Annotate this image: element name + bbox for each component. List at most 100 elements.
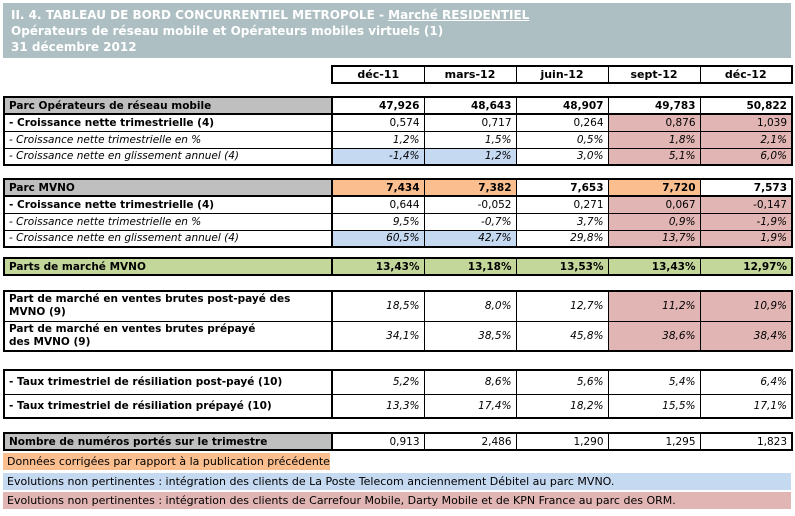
value-cell: 13,3%: [331, 393, 425, 419]
value-cell: 38,6%: [607, 320, 701, 352]
value-cell: 8,6%: [423, 369, 517, 395]
value-cell: 0,876: [607, 113, 701, 132]
value-cell: 5,6%: [515, 369, 609, 395]
report-title-prefix: II. 4. TABLEAU DE BORD CONCURRENTIEL MET…: [11, 8, 389, 22]
numeros-portes-table: Nombre de numéros portés sur le trimestr…: [3, 432, 793, 451]
row-mvno-croissance-trim-pct: - Croissance nette trimestrielle en % 9,…: [3, 212, 793, 231]
row-orm-croissance-trim-pct: - Croissance nette trimestrielle en % 1,…: [3, 130, 793, 149]
value-cell: 17,1%: [699, 393, 793, 419]
value-cell: 13,18%: [423, 257, 517, 276]
ventes-brutes-table: Part de marché en ventes brutes post-pay…: [3, 290, 793, 352]
value-cell: 5,4%: [607, 369, 701, 395]
value-cell: 13,43%: [331, 257, 425, 276]
row-label-ventes-prepaye: Part de marché en ventes brutes prépayé …: [3, 320, 333, 352]
column-header-dec-11: déc-11: [331, 65, 425, 84]
row-label-orm-croissance-trim: - Croissance nette trimestrielle (4): [3, 113, 333, 132]
value-cell: 2,486: [423, 432, 517, 451]
value-cell: 13,7%: [607, 229, 701, 248]
value-cell: 5,1%: [607, 147, 701, 166]
value-cell: 1,8%: [607, 130, 701, 149]
column-header-dec-12: déc-12: [699, 65, 793, 84]
value-cell: 42,7%: [423, 229, 517, 248]
report-title-banner: II. 4. TABLEAU DE BORD CONCURRENTIEL MET…: [3, 3, 791, 58]
value-cell: -0,147: [699, 195, 793, 214]
column-header-sept-12: sept-12: [607, 65, 701, 84]
report-subtitle: Opérateurs de réseau mobile et Opérateur…: [11, 24, 444, 38]
value-cell: 10,9%: [699, 290, 793, 322]
value-cell: 1,039: [699, 113, 793, 132]
row-label-parts-marche: Parts de marché MVNO: [3, 257, 333, 276]
value-cell: 1,5%: [423, 130, 517, 149]
value-cell: -0,052: [423, 195, 517, 214]
mvno-section-table: Parc MVNO 7,434 7,382 7,653 7,720 7,573 …: [3, 178, 793, 248]
value-cell: 7,653: [515, 178, 609, 197]
value-cell: 0,913: [331, 432, 425, 451]
row-orm-parc: Parc Opérateurs de réseau mobile 47,926 …: [3, 96, 793, 115]
value-cell: 38,5%: [423, 320, 517, 352]
value-cell: 48,907: [515, 96, 609, 115]
value-cell: 1,9%: [699, 229, 793, 248]
row-label-orm-parc: Parc Opérateurs de réseau mobile: [3, 96, 333, 115]
row-label-resiliation-postpaye: - Taux trimestriel de résiliation post-p…: [3, 369, 333, 395]
row-orm-croissance-annuelle: - Croissance nette en glissement annuel …: [3, 147, 793, 166]
value-cell: 49,783: [607, 96, 701, 115]
row-numeros-portes: Nombre de numéros portés sur le trimestr…: [3, 432, 793, 451]
row-label-mvno-parc: Parc MVNO: [3, 178, 333, 197]
value-cell: 0,264: [515, 113, 609, 132]
row-label-numeros-portes: Nombre de numéros portés sur le trimestr…: [3, 432, 333, 451]
value-cell: 7,573: [699, 178, 793, 197]
value-cell: 1,823: [699, 432, 793, 451]
value-cell: 12,7%: [515, 290, 609, 322]
value-cell: 1,295: [607, 432, 701, 451]
value-cell: -0,7%: [423, 212, 517, 231]
row-parts-marche-mvno: Parts de marché MVNO 13,43% 13,18% 13,53…: [3, 257, 793, 276]
value-cell: 0,9%: [607, 212, 701, 231]
value-cell: 2,1%: [699, 130, 793, 149]
row-label-orm-croissance-trim-pct: - Croissance nette trimestrielle en %: [3, 130, 333, 149]
report-title-market: Marché RESIDENTIEL: [388, 8, 530, 22]
orm-section-table: Parc Opérateurs de réseau mobile 47,926 …: [3, 96, 793, 166]
value-cell: 0,5%: [515, 130, 609, 149]
value-cell: 12,97%: [699, 257, 793, 276]
value-cell: 0,644: [331, 195, 425, 214]
value-cell: 18,5%: [331, 290, 425, 322]
value-cell: 7,720: [607, 178, 701, 197]
value-cell: 13,53%: [515, 257, 609, 276]
value-cell: 7,434: [331, 178, 425, 197]
value-cell: -1,4%: [331, 147, 425, 166]
value-cell: -1,9%: [699, 212, 793, 231]
row-label-orm-croissance-annuelle: - Croissance nette en glissement annuel …: [3, 147, 333, 166]
value-cell: 50,822: [699, 96, 793, 115]
value-cell: 0,574: [331, 113, 425, 132]
report-title: II. 4. TABLEAU DE BORD CONCURRENTIEL MET…: [11, 7, 783, 23]
resiliation-table: - Taux trimestriel de résiliation post-p…: [3, 369, 793, 419]
value-cell: 0,271: [515, 195, 609, 214]
column-header-mars-12: mars-12: [423, 65, 517, 84]
value-cell: 18,2%: [515, 393, 609, 419]
value-cell: 34,1%: [331, 320, 425, 352]
row-resiliation-postpaye: - Taux trimestriel de résiliation post-p…: [3, 369, 793, 395]
column-headers: déc-11 mars-12 juin-12 sept-12 déc-12: [331, 65, 793, 84]
legend-corrected-data: Données corrigées par rapport à la publi…: [3, 453, 330, 470]
value-cell: 1,2%: [423, 147, 517, 166]
row-label-mvno-croissance-trim: - Croissance nette trimestrielle (4): [3, 195, 333, 214]
value-cell: 9,5%: [331, 212, 425, 231]
value-cell: 29,8%: [515, 229, 609, 248]
parts-marche-table: Parts de marché MVNO 13,43% 13,18% 13,53…: [3, 257, 793, 276]
row-ventes-brutes-prepaye: Part de marché en ventes brutes prépayé …: [3, 320, 793, 352]
value-cell: 11,2%: [607, 290, 701, 322]
value-cell: 3,0%: [515, 147, 609, 166]
row-resiliation-prepaye: - Taux trimestriel de résiliation prépay…: [3, 393, 793, 419]
value-cell: 7,382: [423, 178, 517, 197]
row-label-mvno-croissance-annuelle: - Croissance nette en glissement annuel …: [3, 229, 333, 248]
value-cell: 13,43%: [607, 257, 701, 276]
row-label-resiliation-prepaye: - Taux trimestriel de résiliation prépay…: [3, 393, 333, 419]
value-cell: 6,0%: [699, 147, 793, 166]
value-cell: 17,4%: [423, 393, 517, 419]
row-mvno-parc: Parc MVNO 7,434 7,382 7,653 7,720 7,573: [3, 178, 793, 197]
value-cell: 1,2%: [331, 130, 425, 149]
report-date: 31 décembre 2012: [11, 40, 137, 54]
value-cell: 47,926: [331, 96, 425, 115]
value-cell: 45,8%: [515, 320, 609, 352]
column-header-row: déc-11 mars-12 juin-12 sept-12 déc-12: [331, 65, 793, 84]
